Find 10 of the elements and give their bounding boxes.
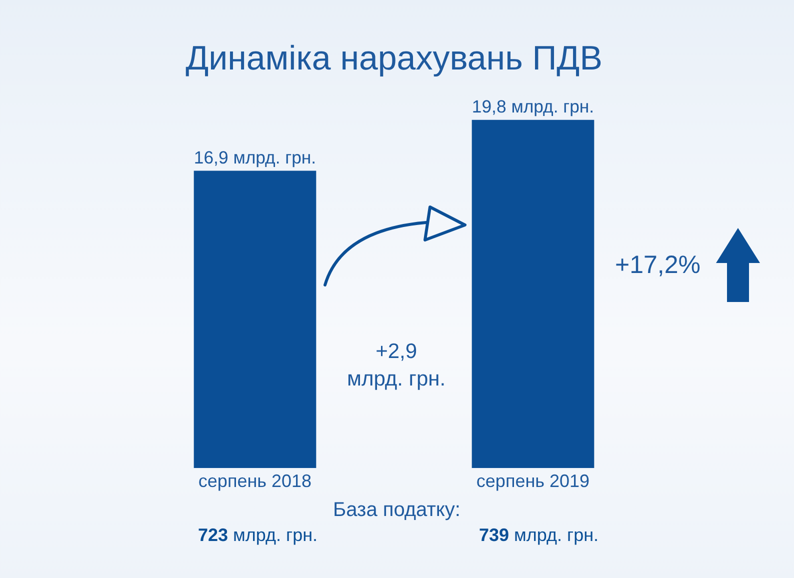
chart-title: Динаміка нарахувань ПДВ bbox=[186, 40, 602, 78]
text: База податку: bbox=[333, 499, 460, 521]
annotation: +17,2% bbox=[615, 251, 700, 279]
text: 739 млрд. грн. bbox=[479, 525, 599, 545]
text: 723 млрд. грн. bbox=[198, 525, 318, 545]
x-tick-label: серпень 2018 bbox=[198, 471, 312, 491]
data-label: 16,9 млрд. грн. bbox=[194, 147, 316, 168]
x-tick-label: серпень 2019 bbox=[476, 471, 590, 491]
annotation: +2,9 млрд. грн. bbox=[347, 340, 446, 390]
data-label: 19,8 млрд. грн. bbox=[472, 96, 594, 116]
